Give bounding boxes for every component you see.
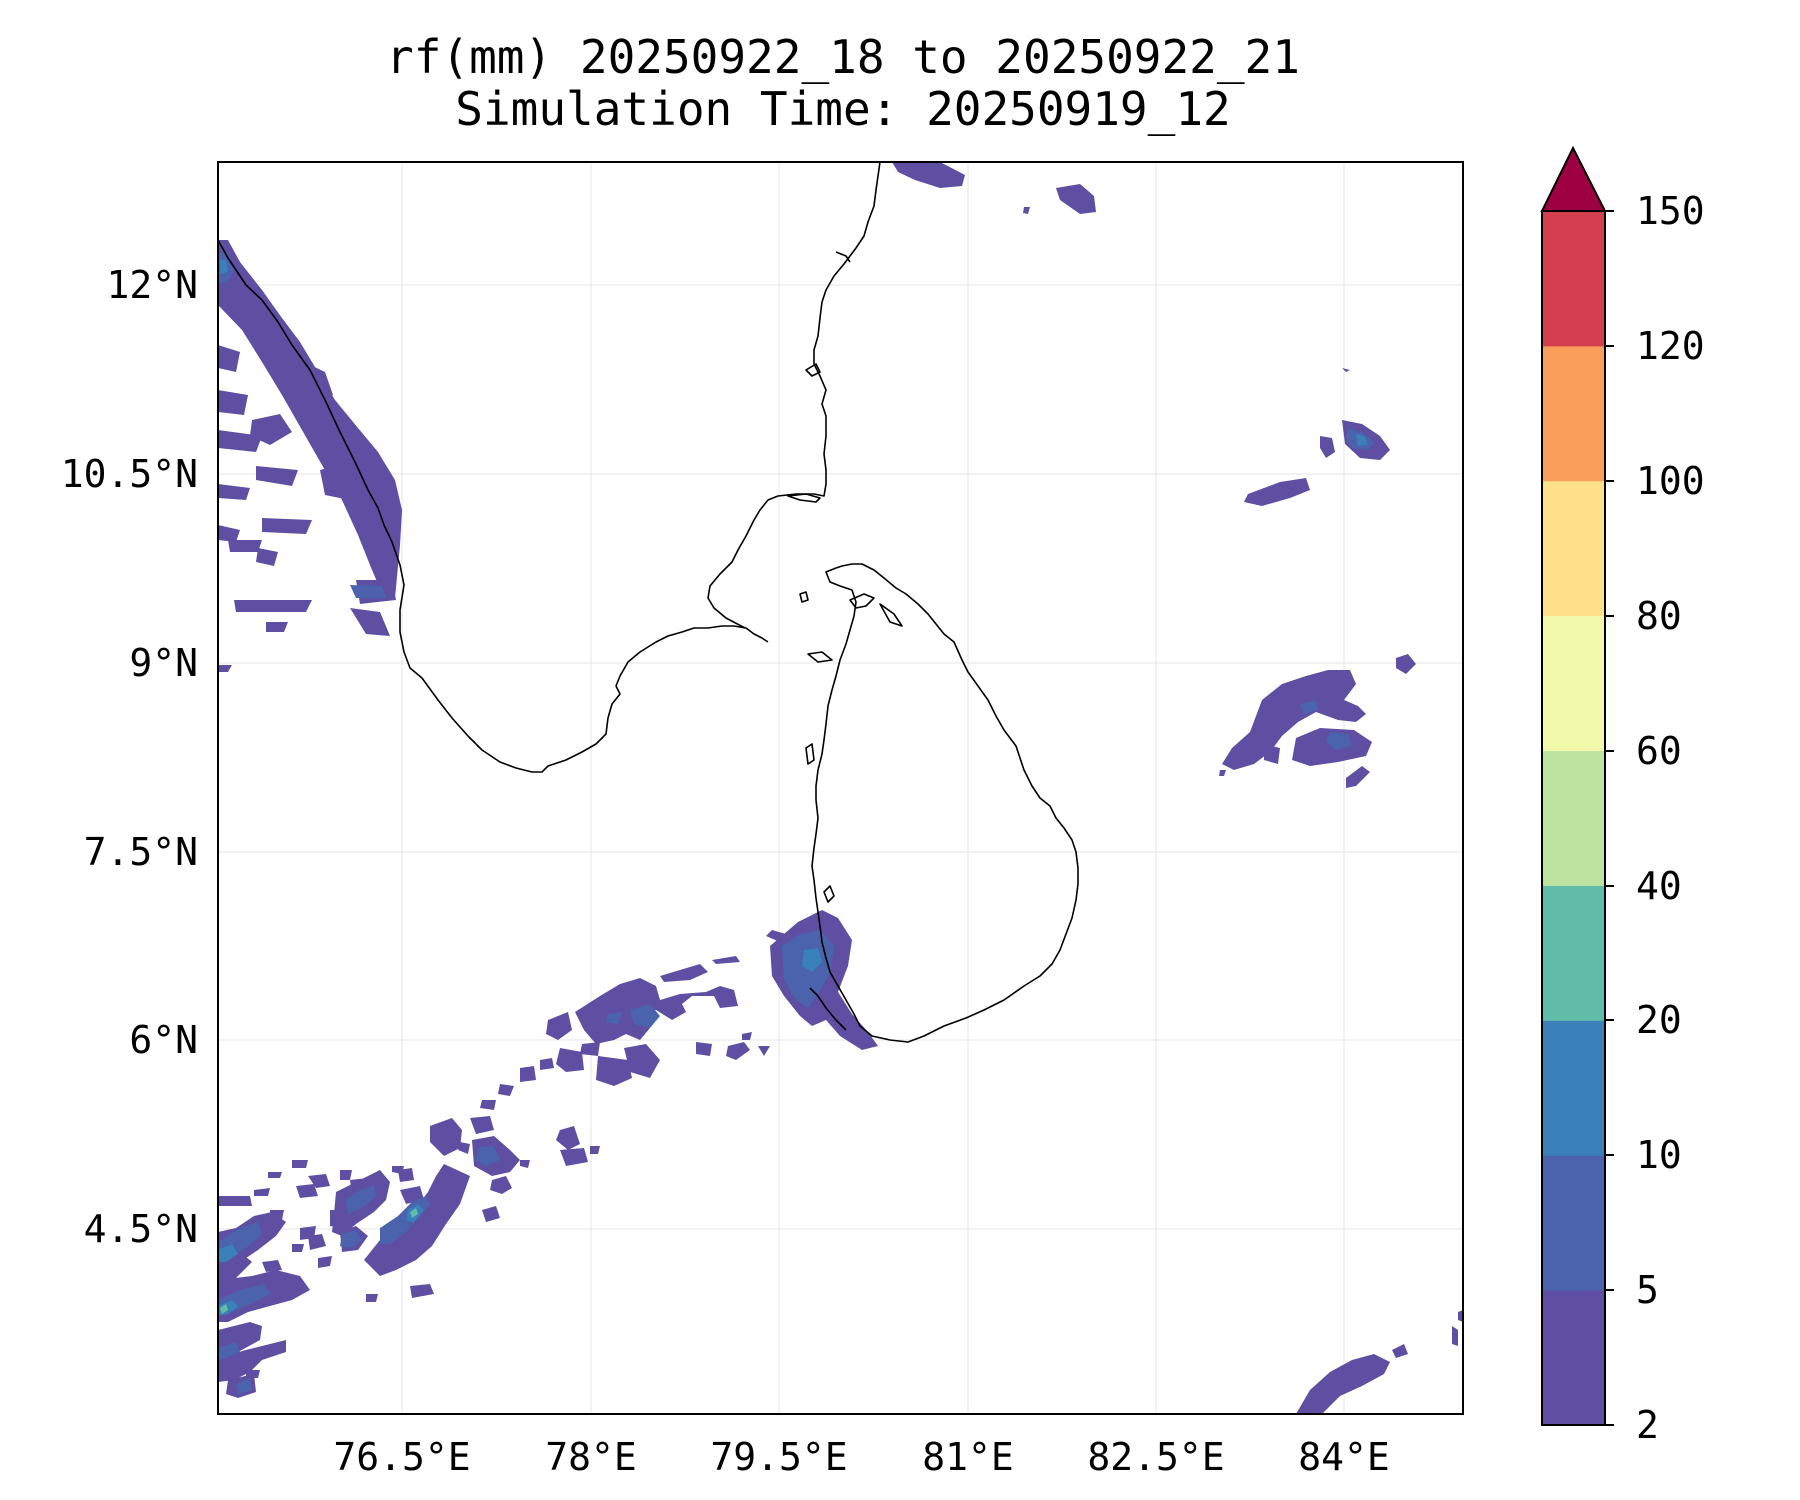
colorbar-block <box>1542 211 1605 347</box>
sri-lanka-north-detail <box>849 593 875 609</box>
map-title-line2: Simulation Time: 20250919_12 <box>455 82 1231 136</box>
lat-tick-label: 4.5°N <box>84 1207 198 1251</box>
west-coast-islet <box>823 885 835 903</box>
india-east-coastline <box>707 162 881 629</box>
lon-tick-labels: 76.5°E 78°E 79.5°E 81°E 82.5°E 84°E <box>333 1435 1389 1479</box>
colorbar-tick-label: 2 <box>1636 1403 1659 1447</box>
coastlines <box>218 162 1079 1043</box>
rainfall-5-10mm-areas <box>218 252 1374 1394</box>
lon-tick-label: 76.5°E <box>333 1435 470 1479</box>
colorbar-tick-label: 150 <box>1636 189 1705 233</box>
colorbar-tick-label: 10 <box>1636 1133 1682 1177</box>
sri-lanka-lagoon <box>879 603 903 627</box>
rainfall-10-20mm-areas <box>218 260 1368 1316</box>
colorbar-ticks <box>1605 210 1614 1426</box>
colorbar-blocks <box>1542 211 1605 1426</box>
lon-tick-label: 84°E <box>1298 1435 1390 1479</box>
colorbar-frame <box>1541 210 1606 1426</box>
india-coastline <box>218 239 769 773</box>
lon-tick-label: 78°E <box>545 1435 637 1479</box>
colorbar-block <box>1542 750 1605 886</box>
colorbar-tick-label: 120 <box>1636 324 1705 368</box>
colorbar-tick-label: 40 <box>1636 864 1682 908</box>
lat-tick-labels: 12°N 10.5°N 9°N 7.5°N 6°N 4.5°N <box>61 263 198 1251</box>
colorbar-tick-label: 20 <box>1636 998 1682 1042</box>
colorbar-block <box>1542 1290 1605 1426</box>
map-frame <box>217 161 1464 1415</box>
gridlines <box>218 162 1463 1414</box>
north-islet <box>799 591 809 603</box>
colorbar-tick-label: 5 <box>1636 1268 1659 1312</box>
lat-tick-label: 7.5°N <box>84 830 198 874</box>
colorbar-tick-labels: 2 5 10 20 40 60 80 100 120 150 <box>1636 189 1705 1447</box>
colorbar-block <box>1542 480 1605 617</box>
colorbar-block <box>1542 1020 1605 1156</box>
lon-tick-label: 79.5°E <box>710 1435 847 1479</box>
lat-tick-label: 9°N <box>129 641 198 685</box>
lat-tick-label: 12°N <box>106 263 198 307</box>
colorbar-tick-label: 60 <box>1636 729 1682 773</box>
rainfall-contours <box>218 162 1463 1414</box>
india-inlet-detail <box>787 493 821 503</box>
lon-tick-label: 82.5°E <box>1087 1435 1224 1479</box>
lon-tick-label: 81°E <box>922 1435 1014 1479</box>
colorbar-extend-arrow <box>1540 145 1607 212</box>
lat-tick-label: 6°N <box>129 1018 198 1062</box>
india-inlet-detail-2 <box>835 251 851 263</box>
west-islet <box>805 743 815 765</box>
colorbar-tick-label: 100 <box>1636 459 1705 503</box>
colorbar-block <box>1542 1155 1605 1291</box>
colorbar-block <box>1542 615 1605 752</box>
lat-tick-label: 10.5°N <box>61 452 198 496</box>
colorbar-block <box>1542 885 1605 1021</box>
southwest-indent <box>809 987 847 1031</box>
sri-lanka-coastline <box>811 563 1079 1043</box>
colorbar-block <box>1542 345 1605 482</box>
india-island-detail <box>805 363 821 377</box>
colorbar: 2 5 10 20 40 60 80 100 120 150 <box>1540 145 1705 1447</box>
mannar-island <box>807 651 833 663</box>
map-title-line1: rf(mm) 20250922_18 to 20250922_21 <box>386 30 1300 84</box>
rainfall-20-40mm-areas <box>220 1208 418 1314</box>
colorbar-tick-label: 80 <box>1636 594 1682 638</box>
